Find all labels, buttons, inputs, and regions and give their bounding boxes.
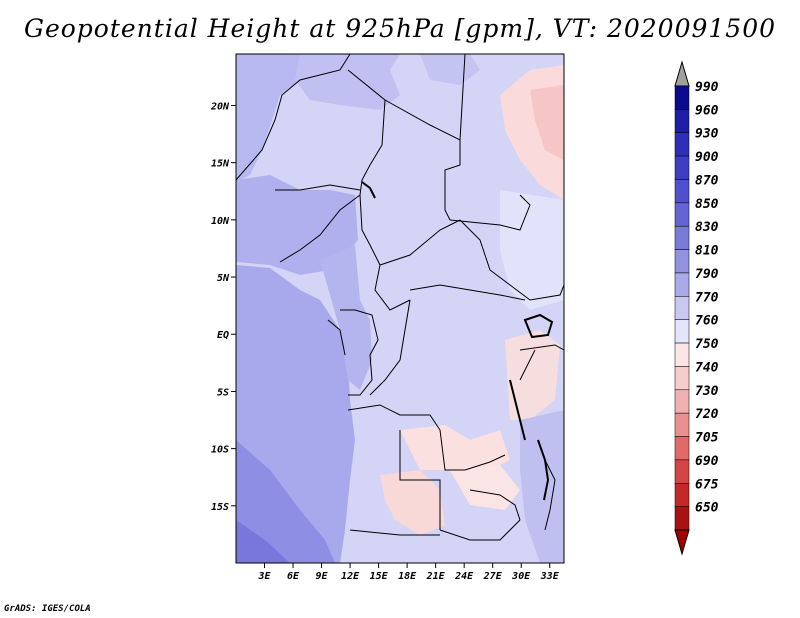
ocean-shade-region <box>236 54 300 180</box>
colorbar-label: 760 <box>695 314 719 329</box>
colorbar-top-arrow <box>674 60 690 87</box>
colorbar-swatch <box>674 249 690 274</box>
northeast-pink-core <box>530 85 564 160</box>
colorbar-swatch <box>674 296 690 320</box>
south-east-pink <box>450 465 520 510</box>
lake-tanganyika <box>509 379 526 441</box>
colorbar-swatch <box>674 342 690 367</box>
colorbar-bottom-arrow <box>674 529 690 556</box>
map-title: Geopotential Height at 925hPa [gpm], VT:… <box>23 14 777 43</box>
lon-tick-label: 33E <box>540 571 560 582</box>
country-borders <box>235 53 565 541</box>
lat-tick-label: EQ <box>217 330 229 341</box>
southwest-deep-region <box>236 440 335 563</box>
grads-credit: GrADS: IGES/COLA <box>4 604 91 614</box>
gulf-region <box>320 245 372 390</box>
lon-tick-label: 21E <box>426 571 446 582</box>
colorbar-label: 770 <box>695 290 719 305</box>
lake-malawi <box>537 439 550 501</box>
colorbar-label: 830 <box>695 220 719 235</box>
colorbar-label: 690 <box>695 454 719 469</box>
lat-tick-label: 15S <box>211 502 229 513</box>
colorbar-swatch <box>674 483 690 507</box>
lon-tick-label: 24E <box>454 571 474 582</box>
colorbar-label: 675 <box>695 477 719 492</box>
lon-tick-label: 18E <box>398 571 417 582</box>
lat-tick-label: 20N <box>210 101 230 112</box>
colorbar-label: 740 <box>695 360 719 375</box>
colorbar-swatch <box>674 155 690 180</box>
lon-tick-label: 15E <box>370 571 389 582</box>
longitude-axis: 3E 6E 9E 12E 15E 18E 21E 24E 27E 30E 33E <box>257 563 560 582</box>
lat-tick-label: 10N <box>211 216 230 227</box>
lon-tick-label: 27E <box>483 571 503 582</box>
colorbar-label: 790 <box>695 267 719 282</box>
map-frame <box>235 53 565 564</box>
lat-tick-label: 5S <box>217 387 229 398</box>
south-pink-region <box>400 425 510 480</box>
colorbar-swatch <box>674 179 690 204</box>
colorbar-swatch <box>674 412 690 437</box>
colorbar: 990 960 930 900 870 850 830 810 790 770 760 750 740 7… <box>674 60 719 556</box>
lake-outlines <box>361 181 554 501</box>
colorbar-label: 850 <box>695 197 719 212</box>
west-africa-region <box>236 175 358 275</box>
colorbar-swatch <box>674 436 690 461</box>
lon-tick-label: 6E <box>287 571 300 582</box>
east-light-region <box>500 190 564 310</box>
lon-tick-label: 9E <box>316 571 329 582</box>
southwest-deepest-region <box>236 520 290 563</box>
colorbar-label: 730 <box>695 384 719 399</box>
colorbar-swatch <box>674 109 690 133</box>
colorbar-swatch <box>674 272 690 297</box>
north-purple-patch <box>295 54 400 110</box>
colorbar-label: 720 <box>695 407 719 422</box>
colorbar-label: 750 <box>695 337 719 352</box>
colorbar-swatch <box>674 366 690 391</box>
colorbar-swatch <box>674 132 690 157</box>
lon-tick-label: 3E <box>257 571 271 582</box>
southeast-purple-region <box>520 410 564 563</box>
lon-tick-label: 30E <box>511 571 531 582</box>
lon-tick-label: 12E <box>341 571 360 582</box>
colorbar-label: 990 <box>695 80 719 95</box>
lat-tick-label: 10S <box>211 445 229 456</box>
colorbar-swatch <box>674 389 690 414</box>
colorbar-label: 705 <box>695 431 719 446</box>
colorbar-swatch <box>674 85 690 110</box>
map-area <box>235 53 565 564</box>
colorbar-label: 930 <box>695 127 719 142</box>
colorbar-swatch <box>674 319 690 344</box>
lake-victoria <box>523 313 554 339</box>
colorbar-swatch <box>674 202 690 227</box>
colorbar-label: 650 <box>695 501 719 516</box>
colorbar-label: 900 <box>695 150 719 165</box>
lake-chad <box>361 181 376 199</box>
east-pink-strip <box>505 330 560 420</box>
colorbar-label: 870 <box>695 173 719 188</box>
colorbar-label: 960 <box>695 103 719 118</box>
colorbar-swatch <box>674 506 690 531</box>
lat-tick-label: 5N <box>217 273 230 284</box>
colorbar-swatch <box>674 225 690 250</box>
colorbar-swatch <box>674 459 690 484</box>
latitude-axis: 20N 15N 10N 5N EQ 5S 10S 15S <box>210 101 236 513</box>
lat-tick-label: 15N <box>211 159 230 170</box>
south-pink-lower <box>380 470 445 535</box>
colorbar-label: 810 <box>695 244 719 259</box>
